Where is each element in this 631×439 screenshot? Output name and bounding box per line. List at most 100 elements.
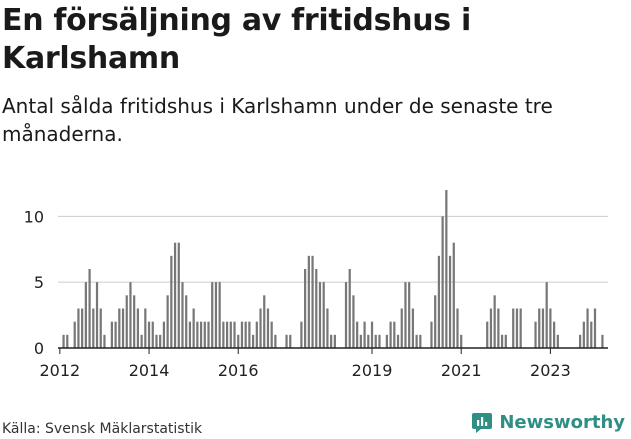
bar: [177, 242, 180, 348]
bar: [504, 334, 507, 348]
bar: [344, 282, 348, 348]
bar: [318, 282, 322, 348]
bar: [441, 216, 444, 348]
bar: [203, 321, 206, 348]
bar: [166, 295, 169, 348]
bar: [374, 334, 377, 348]
bar: [452, 242, 455, 348]
bar: [151, 321, 154, 348]
grid-lines: [58, 215, 608, 283]
bar: [556, 334, 559, 348]
bar: [118, 308, 121, 348]
source-note: Källa: Svensk Mäklarstatistik: [2, 421, 203, 437]
bar: [181, 282, 184, 348]
bar: [408, 282, 411, 348]
x-tick-label: 2021: [441, 361, 482, 380]
bar: [207, 321, 210, 348]
y-tick-label: 5: [34, 273, 44, 292]
brand-logo-block[interactable]: Newsworthy: [471, 408, 625, 436]
bar: [400, 308, 403, 348]
x-tick-label: 2023: [530, 361, 571, 380]
bar: [545, 282, 548, 348]
bar: [114, 321, 117, 348]
bar: [144, 308, 147, 348]
bar: [285, 334, 288, 348]
bar: [218, 282, 221, 348]
bar: [140, 334, 143, 348]
chart-subtitle: Antal sålda fritidshus i Karlshamn under…: [2, 94, 553, 146]
bar: [173, 242, 177, 348]
bar: [582, 321, 585, 348]
x-tick-label: 2014: [129, 361, 170, 380]
bar: [601, 334, 604, 348]
bar: [159, 334, 162, 348]
brand-name: Newsworthy: [499, 411, 625, 433]
bar: [237, 334, 240, 348]
bar: [593, 308, 597, 348]
bar: [370, 321, 374, 348]
bar: [92, 308, 95, 348]
bar: [133, 295, 136, 348]
bar: [81, 308, 84, 348]
bar: [300, 321, 303, 348]
bar: [233, 321, 236, 348]
bar: [330, 334, 333, 348]
bar: [500, 334, 504, 348]
bar: [125, 295, 128, 348]
bar: [129, 282, 132, 348]
bar: [266, 308, 270, 348]
bar: [251, 334, 255, 348]
bar: [110, 321, 113, 348]
x-tick-label: 2012: [39, 361, 80, 380]
bar: [162, 321, 166, 348]
bar: [263, 295, 266, 348]
bar: [121, 308, 125, 348]
bar: [185, 295, 188, 348]
bar: [396, 334, 400, 348]
chart-title: En försäljning av fritidshus i Karlshamn: [2, 3, 471, 76]
bar: [222, 321, 225, 348]
bar: [214, 282, 218, 348]
bar: [385, 334, 388, 348]
bar: [315, 269, 318, 348]
bar: [515, 308, 519, 348]
y-tick-label: 10: [24, 207, 44, 226]
bar: [437, 255, 441, 348]
bar: [553, 321, 556, 348]
bar: [519, 308, 522, 348]
bar: [225, 321, 229, 348]
bar: [512, 308, 515, 348]
bar: [356, 321, 359, 348]
bar: [419, 334, 422, 348]
bar: [541, 308, 545, 348]
bar: [170, 255, 173, 348]
bar: [448, 255, 452, 348]
bar: [77, 308, 80, 348]
bar-chart: 0 5 10 2012 2014 2016 2019 2021 2023: [24, 190, 608, 380]
bars: [62, 190, 604, 348]
bar: [367, 334, 370, 348]
x-tick-label: 2019: [352, 361, 393, 380]
bar: [389, 321, 392, 348]
bar: [155, 334, 158, 348]
bar: [274, 334, 277, 348]
bar: [590, 321, 593, 348]
bar: [378, 334, 381, 348]
bar: [415, 334, 418, 348]
bar: [326, 308, 329, 348]
bar: [579, 334, 582, 348]
bar: [289, 334, 292, 348]
bar: [493, 295, 496, 348]
bar: [188, 321, 192, 348]
bar: [147, 321, 151, 348]
bar: [240, 321, 244, 348]
bar: [99, 308, 102, 348]
bar: [84, 282, 87, 348]
bar: [456, 308, 459, 348]
bar: [62, 334, 65, 348]
bar: [307, 255, 310, 348]
bar: [534, 321, 537, 348]
bar: [211, 282, 214, 348]
bar: [445, 190, 448, 348]
axes: 0 5 10 2012 2014 2016 2019 2021 2023: [24, 207, 608, 380]
